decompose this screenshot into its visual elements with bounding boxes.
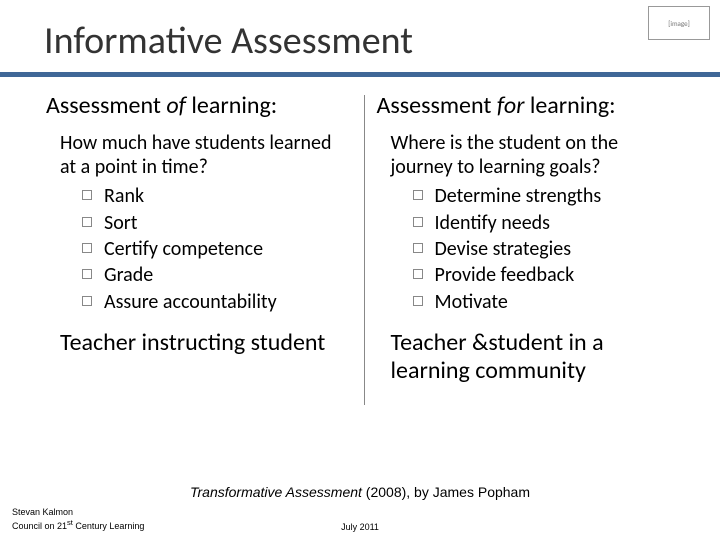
left-heading: Assessment of learning: xyxy=(46,91,342,120)
list-item: Provide feedback xyxy=(413,262,673,288)
list-item: Motivate xyxy=(413,289,673,315)
left-heading-pre: Assessment xyxy=(46,91,166,120)
left-teacher: Teacher instructing student xyxy=(60,329,342,357)
right-heading: Assessment for learning: xyxy=(377,91,673,120)
content-columns: Assessment of learning: How much have st… xyxy=(0,91,720,409)
left-bullets: Rank Sort Certify competence Grade Assur… xyxy=(82,183,342,315)
citation-book: Transformative Assessment xyxy=(190,484,362,500)
right-heading-em: for xyxy=(497,91,525,120)
right-heading-pre: Assessment xyxy=(377,91,497,120)
right-column: Assessment for learning: Where is the st… xyxy=(377,91,691,409)
list-item: Grade xyxy=(82,262,342,288)
accent-bar xyxy=(0,72,720,77)
right-teacher: Teacher &student in a learning community xyxy=(391,329,673,384)
left-heading-post: learning: xyxy=(186,91,277,120)
decorative-corner-image: [image] xyxy=(648,6,710,40)
left-lead: How much have students learned at a poin… xyxy=(60,132,342,179)
list-item: Sort xyxy=(82,210,342,236)
left-heading-em: of xyxy=(166,91,186,120)
right-heading-post: learning: xyxy=(524,91,615,120)
list-item: Determine strengths xyxy=(413,183,673,209)
citation-rest: (2008), by James Popham xyxy=(362,484,530,500)
list-item: Identify needs xyxy=(413,210,673,236)
list-item: Certify competence xyxy=(82,236,342,262)
list-item: Devise strategies xyxy=(413,236,673,262)
list-item: Rank xyxy=(82,183,342,209)
right-lead: Where is the student on the journey to l… xyxy=(391,132,673,179)
footer-date: July 2011 xyxy=(0,522,720,532)
left-column: Assessment of learning: How much have st… xyxy=(46,91,360,409)
list-item: Assure accountability xyxy=(82,289,342,315)
footer-author: Stevan Kalmon xyxy=(12,507,144,518)
column-divider xyxy=(364,95,365,405)
slide-title: Informative Assessment xyxy=(0,0,720,72)
citation: Transformative Assessment (2008), by Jam… xyxy=(0,484,720,500)
right-bullets: Determine strengths Identify needs Devis… xyxy=(413,183,673,315)
